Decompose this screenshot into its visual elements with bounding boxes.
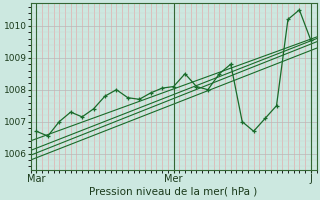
X-axis label: Pression niveau de la mer( hPa ): Pression niveau de la mer( hPa ) bbox=[90, 187, 258, 197]
